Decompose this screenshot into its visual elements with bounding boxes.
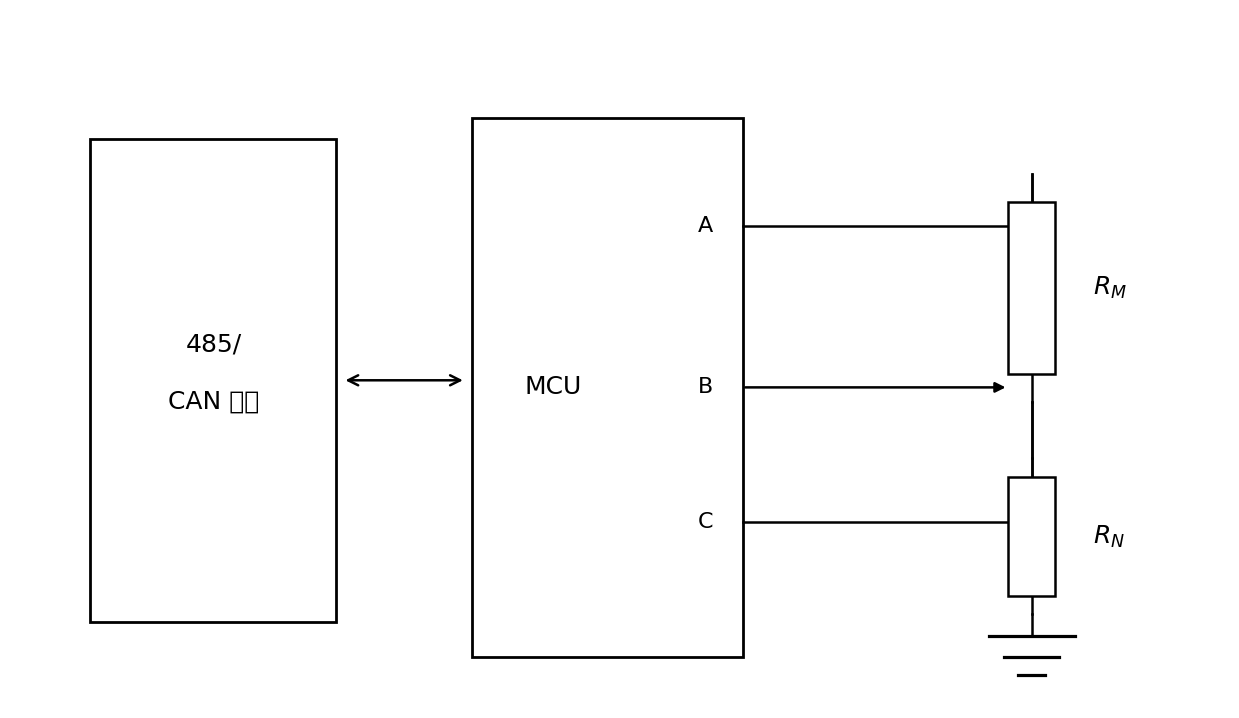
Bar bbox=[90, 139, 337, 622]
Text: CAN 接口: CAN 接口 bbox=[167, 390, 259, 414]
Text: C: C bbox=[698, 512, 714, 532]
Text: $R_M$: $R_M$ bbox=[1093, 275, 1127, 301]
Bar bbox=[1009, 202, 1056, 374]
Text: MCU: MCU bbox=[524, 376, 581, 399]
Text: B: B bbox=[698, 378, 714, 397]
Bar bbox=[1009, 477, 1056, 596]
Text: A: A bbox=[698, 215, 714, 236]
Text: $R_N$: $R_N$ bbox=[1093, 523, 1125, 549]
Text: 485/: 485/ bbox=[186, 333, 242, 357]
Bar bbox=[472, 118, 742, 657]
